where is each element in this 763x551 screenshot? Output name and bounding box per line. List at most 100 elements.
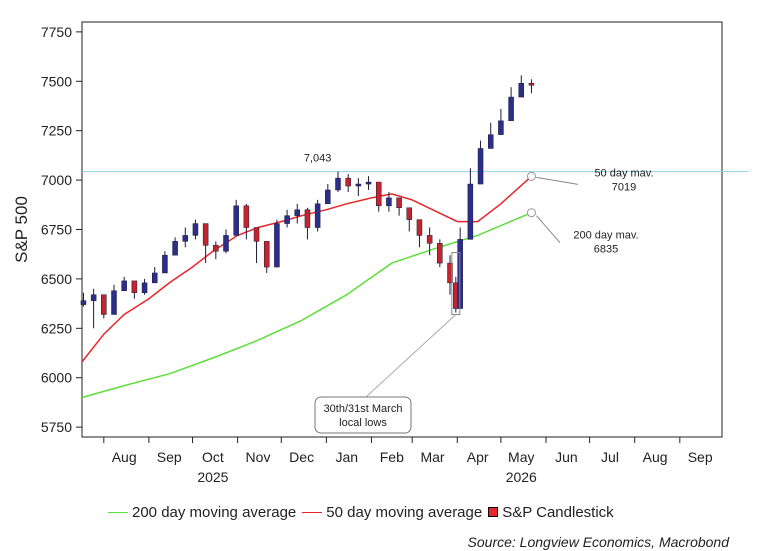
y-tick-label: 7500 — [41, 73, 72, 89]
candle — [406, 207, 413, 232]
candle-body-up — [477, 148, 484, 185]
candle — [426, 227, 433, 256]
candle-body-down — [447, 262, 453, 284]
reference-line-layer: 7,043 — [82, 153, 748, 173]
x-tick-label: Sep — [688, 449, 713, 465]
candle — [141, 278, 148, 295]
y-tick-label: 7750 — [41, 24, 72, 40]
candle-body-up — [141, 282, 148, 293]
ma200-callout-label: 200 day mav. — [573, 230, 638, 242]
candle — [202, 223, 209, 264]
candle-body-up — [121, 280, 127, 292]
legend-swatch-200dma — [108, 511, 128, 513]
candle-body-up — [233, 205, 239, 236]
ma50-end-marker — [526, 171, 536, 181]
ma200-callout-line — [536, 215, 561, 244]
legend-swatch-candlestick — [488, 507, 499, 517]
moving-average-layer — [81, 175, 533, 399]
x-tick-label: Jan — [335, 449, 358, 465]
candle — [437, 239, 443, 268]
y-tick-label: 5750 — [41, 419, 72, 435]
candle — [172, 237, 178, 256]
candle-body-down — [416, 219, 423, 236]
candle-body-up — [80, 300, 87, 305]
candle — [345, 174, 351, 192]
local-lows-callout-box — [314, 396, 412, 434]
candle — [80, 292, 87, 307]
candle-body-up — [355, 183, 362, 187]
y-tick-label: 6750 — [41, 222, 72, 238]
candle-body-up — [274, 223, 280, 268]
candle — [121, 276, 127, 292]
candle-body-up — [467, 183, 474, 240]
x-tick-label: Jul — [601, 449, 619, 465]
candle — [396, 197, 402, 216]
candle — [365, 176, 372, 190]
candle — [233, 199, 239, 236]
candlestick-layer — [80, 75, 535, 329]
x-tick-label: Sep — [157, 449, 182, 465]
local-lows-callout-line — [365, 314, 457, 398]
legend-label-candlestick: S&P Candlestick — [502, 503, 614, 521]
y-tick-label: 6500 — [41, 271, 72, 287]
candle — [355, 178, 362, 196]
y-tick-label: 6000 — [41, 370, 72, 386]
local-lows-callout-line2: local lows — [339, 417, 387, 429]
legend: 200 day moving average 50 day moving ave… — [108, 501, 620, 523]
candle — [111, 284, 117, 315]
ma200-line — [81, 212, 532, 399]
legend-swatch-50dma — [302, 511, 323, 513]
candle — [498, 108, 504, 135]
x-tick-label: May — [508, 449, 534, 465]
candle — [294, 203, 301, 224]
x-tick-label: Apr — [467, 449, 489, 465]
candle — [416, 219, 423, 248]
candle — [447, 255, 453, 295]
y-axis: 5750 6000 6250 6500 6750 7000 7250 7500 7750 — [41, 24, 82, 435]
candle-body-down — [253, 227, 260, 242]
legend-item-50dma: 50 day moving average — [302, 504, 482, 521]
candle — [182, 227, 189, 248]
ma200-end-marker — [526, 208, 536, 218]
candle — [213, 241, 219, 260]
ma50-callout-line — [536, 176, 579, 185]
ma200-callout-value: 6835 — [594, 244, 618, 256]
candle — [314, 199, 321, 232]
x-tick-label: Nov — [246, 449, 271, 465]
candle-body-up — [498, 120, 504, 135]
x-tick-label: Mar — [420, 449, 444, 465]
candle — [487, 122, 494, 149]
legend-item-candlestick: S&P Candlestick — [488, 503, 614, 521]
ma50-line — [81, 175, 533, 363]
candle — [335, 171, 341, 192]
candle-body-up — [151, 272, 158, 284]
candle-body-down — [101, 294, 107, 315]
x-tick-label: Dec — [289, 449, 314, 465]
candle — [131, 280, 138, 299]
candle — [325, 184, 331, 205]
candle — [528, 79, 535, 94]
candle-body-up — [508, 96, 514, 122]
candle-body-down — [375, 181, 382, 207]
x-tick-label: Oct — [202, 449, 224, 465]
candle-body-down — [437, 243, 443, 264]
candle — [518, 75, 525, 98]
candle-body-down — [263, 241, 270, 268]
legend-label-200dma: 200 day moving average — [132, 503, 297, 521]
y-tick-label: 6250 — [41, 320, 72, 336]
candle-body-up — [325, 189, 331, 205]
candle-body-down — [426, 235, 433, 244]
ma50-callout-label: 50 day mav. — [594, 167, 653, 179]
x-year-label: 2025 — [197, 469, 228, 485]
candle — [90, 288, 97, 329]
x-tick-label: Feb — [380, 449, 404, 465]
candle-body-down — [243, 205, 250, 228]
candle-body-up — [192, 223, 199, 236]
candle-body-up — [111, 290, 117, 315]
candle-body-up — [365, 181, 372, 185]
x-tick-label: Jun — [555, 449, 578, 465]
candle — [508, 87, 514, 122]
x-year-label: 2026 — [506, 469, 537, 485]
y-tick-label: 7000 — [41, 172, 72, 188]
y-axis-label: S&P 500 — [12, 196, 31, 263]
